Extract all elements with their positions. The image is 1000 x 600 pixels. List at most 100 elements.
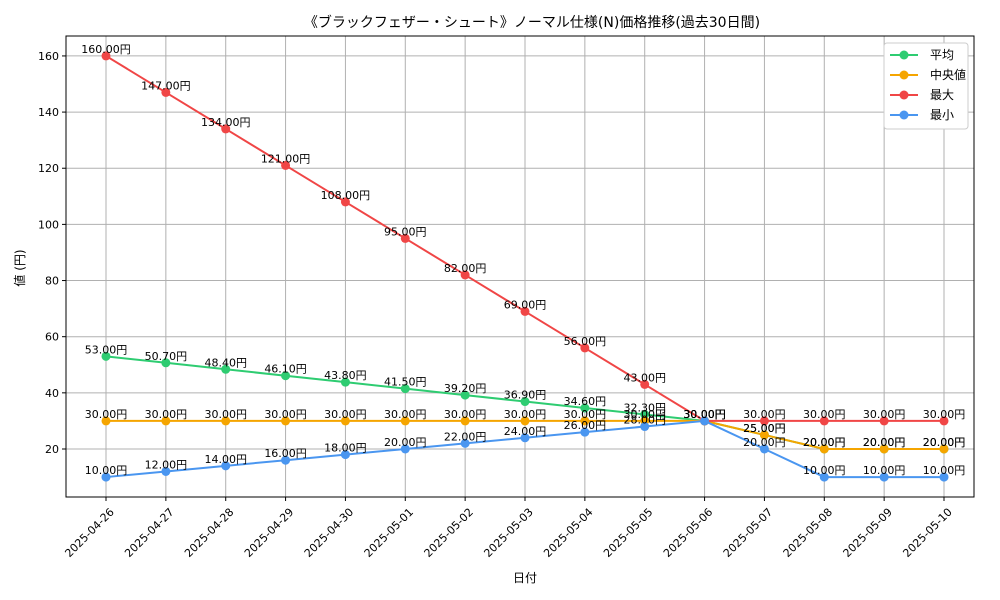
y-tick-label: 80 [45, 275, 59, 288]
y-tick-label: 120 [38, 162, 59, 175]
y-tick-label: 140 [38, 106, 59, 119]
data-label: 30.00円 [504, 408, 547, 421]
data-point [101, 351, 111, 361]
data-point [400, 444, 410, 454]
plot-frame [65, 35, 975, 498]
legend-label: 最大 [930, 88, 954, 102]
data-label: 30.00円 [264, 408, 307, 421]
data-label: 30.00円 [803, 408, 846, 421]
data-point [879, 444, 889, 454]
data-point [400, 416, 410, 426]
y-tick-label: 160 [38, 50, 59, 63]
chart-title: 《ブラックフェザー・シュート》ノーマル仕様(N)価格推移(過去30日間) [304, 14, 760, 31]
data-label: 30.00円 [923, 408, 966, 421]
data-label: 30.00円 [204, 408, 247, 421]
data-point [700, 416, 710, 426]
data-point [879, 472, 889, 482]
data-point [819, 444, 829, 454]
legend-swatch-marker [899, 110, 909, 120]
data-point [520, 306, 530, 316]
data-label: 10.00円 [923, 464, 966, 477]
data-label: 134.00円 [201, 116, 251, 129]
data-point [340, 416, 350, 426]
data-point [939, 444, 949, 454]
data-point [939, 416, 949, 426]
data-point [340, 377, 350, 387]
data-label: 34.60円 [564, 395, 607, 408]
series-lines [101, 51, 949, 482]
data-label: 20.00円 [863, 436, 906, 449]
data-label: 82.00円 [444, 262, 487, 275]
data-label: 10.00円 [85, 464, 128, 477]
x-tick-label: 2025-05-08 [781, 506, 835, 560]
data-point [580, 427, 590, 437]
data-label: 56.00円 [564, 335, 607, 348]
data-point [221, 364, 231, 374]
data-point [221, 461, 231, 471]
legend-label: 中央値 [930, 67, 966, 82]
data-label: 30.00円 [145, 408, 188, 421]
data-point [879, 416, 889, 426]
y-tick-label: 20 [45, 443, 59, 456]
data-label: 30.00円 [85, 408, 128, 421]
data-label: 20.00円 [923, 436, 966, 449]
y-tick-label: 100 [38, 218, 59, 231]
data-point [640, 379, 650, 389]
data-label: 10.00円 [863, 464, 906, 477]
data-label: 20.00円 [863, 436, 906, 449]
data-label: 24.00円 [504, 425, 547, 438]
data-point [161, 416, 171, 426]
data-point [281, 160, 291, 170]
data-label: 26.00円 [564, 419, 607, 432]
data-label: 69.00円 [504, 298, 547, 311]
data-point [939, 472, 949, 482]
y-tick-label: 60 [45, 331, 59, 344]
x-tick-label: 2025-05-04 [541, 506, 595, 560]
data-label: 160.00円 [81, 43, 131, 56]
x-tick-label: 2025-04-27 [122, 506, 176, 560]
data-point [460, 438, 470, 448]
x-tick-label: 2025-05-03 [481, 506, 535, 560]
data-point [460, 390, 470, 400]
x-tick-label: 2025-05-07 [721, 506, 775, 560]
legend-swatch-marker [899, 90, 909, 100]
x-tick-label: 2025-05-09 [841, 506, 895, 560]
data-label: 12.00円 [145, 458, 188, 471]
data-label: 30.00円 [683, 408, 726, 421]
data-point [520, 416, 530, 426]
data-labels: 53.00円 50.70円 48.40円 46.10円 43.80円 41.50円 39.2… [81, 43, 965, 477]
data-label: 43.80円 [324, 369, 367, 382]
data-point [161, 466, 171, 476]
data-point [460, 270, 470, 280]
data-label: 20.00円 [384, 436, 427, 449]
data-point [460, 416, 470, 426]
data-label: 18.00円 [324, 442, 367, 455]
data-point [340, 197, 350, 207]
data-point [580, 343, 590, 353]
data-point [520, 433, 530, 443]
data-point [400, 384, 410, 394]
x-tick-label: 2025-04-26 [62, 506, 116, 560]
data-point [520, 397, 530, 407]
data-point [221, 124, 231, 134]
data-label: 30.00円 [683, 408, 726, 421]
data-label: 30.00円 [623, 408, 666, 421]
data-label: 30.00円 [863, 408, 906, 421]
y-tick-label: 40 [45, 387, 59, 400]
data-point [101, 51, 111, 61]
x-tick-label: 2025-05-02 [422, 506, 476, 560]
data-point [580, 403, 590, 413]
x-tick-label: 2025-05-01 [362, 506, 416, 560]
data-label: 22.00円 [444, 430, 487, 443]
data-point [161, 87, 171, 97]
legend-swatch-marker [899, 70, 909, 80]
data-label: 25.00円 [743, 422, 786, 435]
data-point [101, 472, 111, 482]
x-tick-label: 2025-05-05 [601, 506, 655, 560]
legend-label: 最小 [930, 108, 954, 122]
data-point [340, 450, 350, 460]
data-point [580, 416, 590, 426]
data-label: 46.10円 [264, 363, 307, 376]
